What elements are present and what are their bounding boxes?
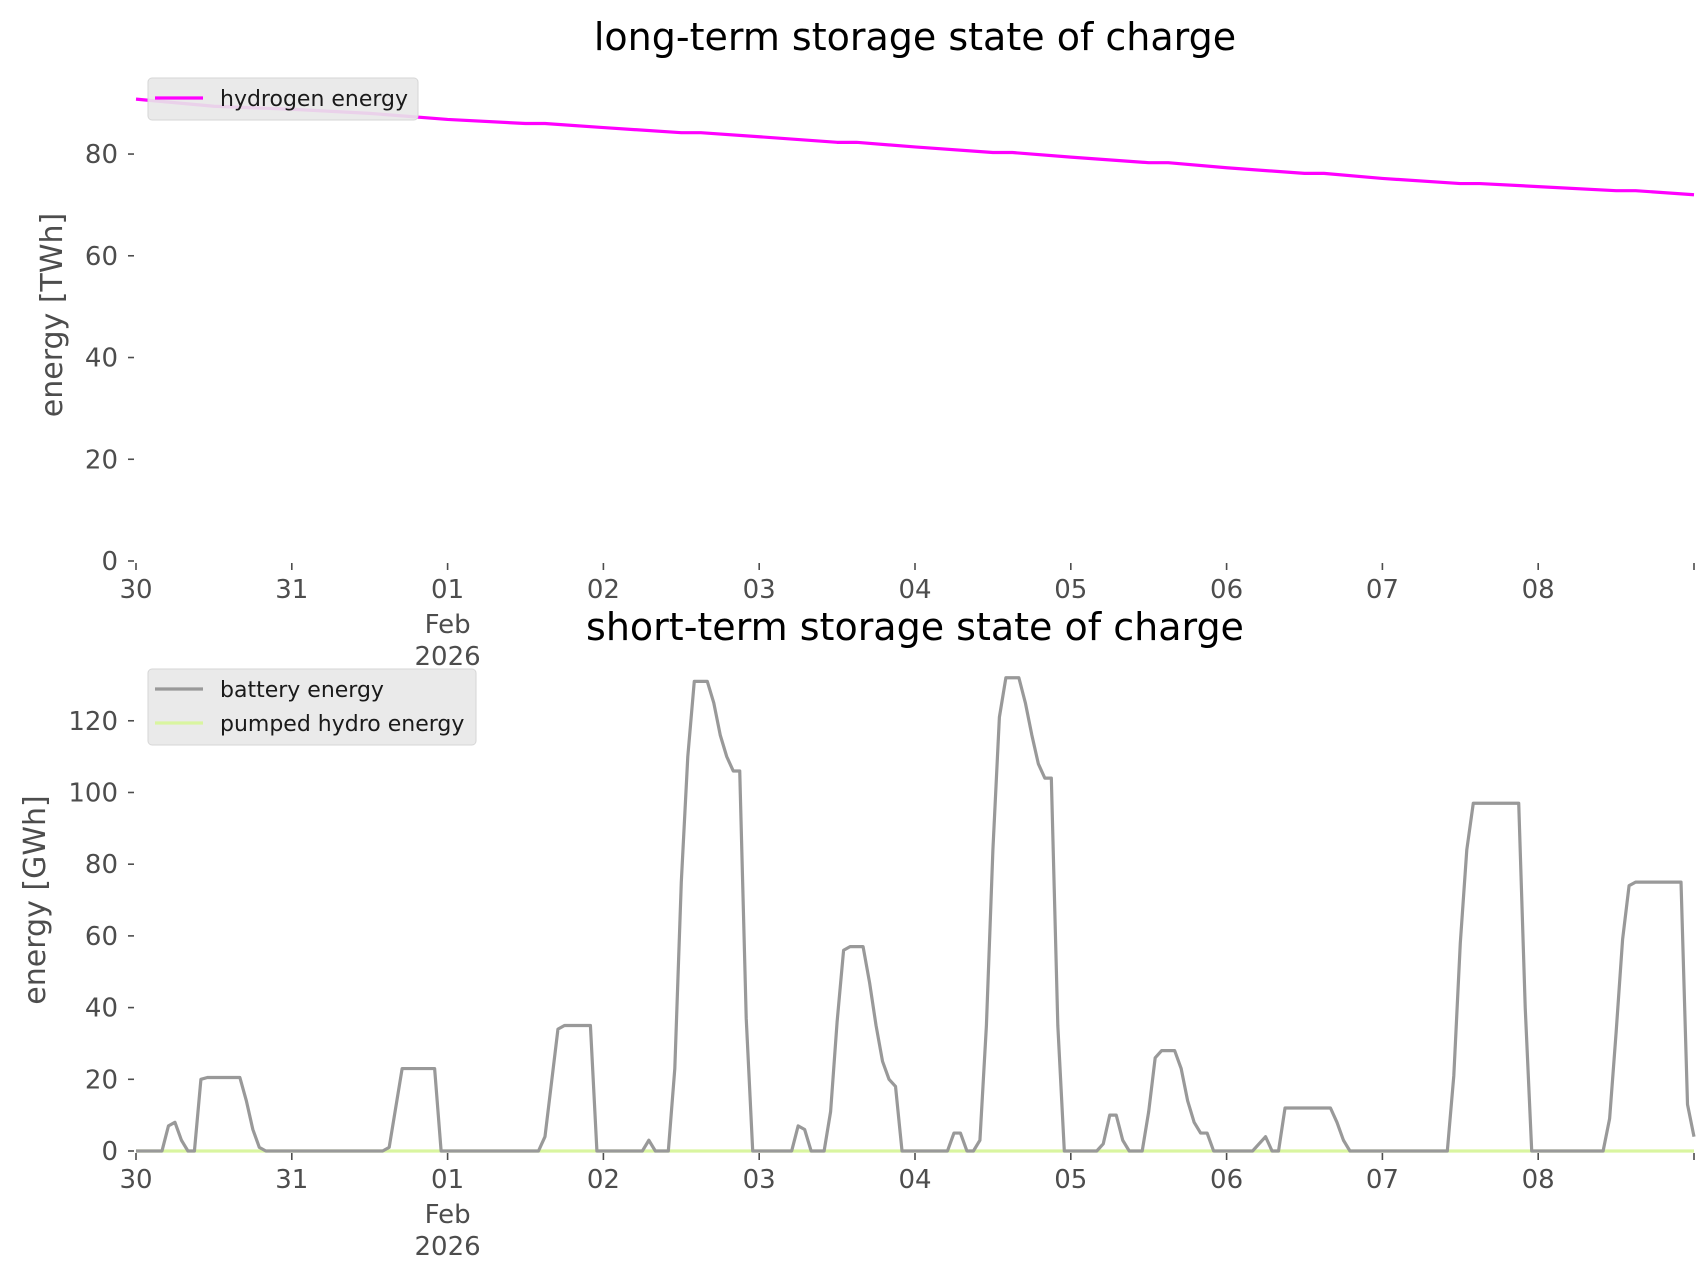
x-tick-label: 04 (898, 575, 931, 605)
x-tick-label: 31 (275, 575, 308, 605)
legend-box (147, 668, 477, 746)
y-tick-label: 40 (85, 344, 118, 374)
x-tick-label: 01 (431, 1165, 464, 1195)
x-tick-sublabel: 2026 (415, 642, 481, 672)
x-tick-sublabel: 2026 (415, 1232, 481, 1262)
y-tick-label: 20 (85, 445, 118, 475)
x-tick-label: 06 (1210, 575, 1243, 605)
y-axis-label: energy [TWh] (35, 213, 70, 417)
x-tick-label: 30 (119, 1165, 152, 1195)
x-tick-label: 01 (431, 575, 464, 605)
x-tick-label: 02 (587, 1165, 620, 1195)
series-line (136, 676, 1696, 1153)
x-tick-label: 07 (1366, 575, 1399, 605)
chart-title: short-term storage state of charge (586, 605, 1244, 649)
y-tick-label: 40 (85, 994, 118, 1024)
y-tick-label: 60 (85, 922, 118, 952)
x-tick-label: 03 (743, 575, 776, 605)
x-tick-label: 04 (898, 1165, 931, 1195)
series-lines (135, 97, 1695, 197)
x-tick-label: 30 (119, 575, 152, 605)
y-tick-label: 0 (101, 1137, 118, 1167)
y-tick-label: 80 (85, 140, 118, 170)
x-tick-label: 07 (1366, 1165, 1399, 1195)
x-tick-label: 08 (1522, 1165, 1555, 1195)
series-lines (136, 676, 1696, 1153)
x-tick-label: 05 (1054, 575, 1087, 605)
y-tick-label: 80 (85, 850, 118, 880)
x-tick-label: 02 (587, 575, 620, 605)
long-term-storage-chart: long-term storage state of charge energy… (35, 15, 1695, 672)
series-line (135, 97, 1695, 197)
x-tick-sublabel: Feb (425, 610, 471, 640)
legend-label: battery energy (220, 678, 384, 703)
legend-box (147, 77, 419, 121)
short-term-storage-chart: short-term storage state of charge energ… (18, 605, 1696, 1262)
legend-label: hydrogen energy (220, 87, 408, 112)
chart-title: long-term storage state of charge (594, 15, 1236, 59)
x-tick-sublabel: Feb (425, 1200, 471, 1230)
x-tick-label: 08 (1522, 575, 1555, 605)
x-tick-label: 06 (1210, 1165, 1243, 1195)
y-ticks: 0 20 40 60 80 100 120 (68, 707, 134, 1167)
x-tick-label: 03 (743, 1165, 776, 1195)
legend: battery energy pumped hydro energy (147, 668, 477, 746)
x-tick-label: 05 (1054, 1165, 1087, 1195)
legend: hydrogen energy (147, 77, 419, 121)
x-tick-label: 31 (275, 1165, 308, 1195)
y-tick-label: 120 (68, 707, 118, 737)
y-tick-label: 60 (85, 242, 118, 272)
legend-label: pumped hydro energy (220, 712, 464, 737)
y-tick-label: 100 (68, 778, 118, 808)
y-tick-label: 20 (85, 1065, 118, 1095)
y-tick-label: 0 (101, 547, 118, 577)
y-axis-label: energy [GWh] (18, 795, 53, 1004)
y-ticks: 0 20 40 60 80 (85, 140, 134, 577)
